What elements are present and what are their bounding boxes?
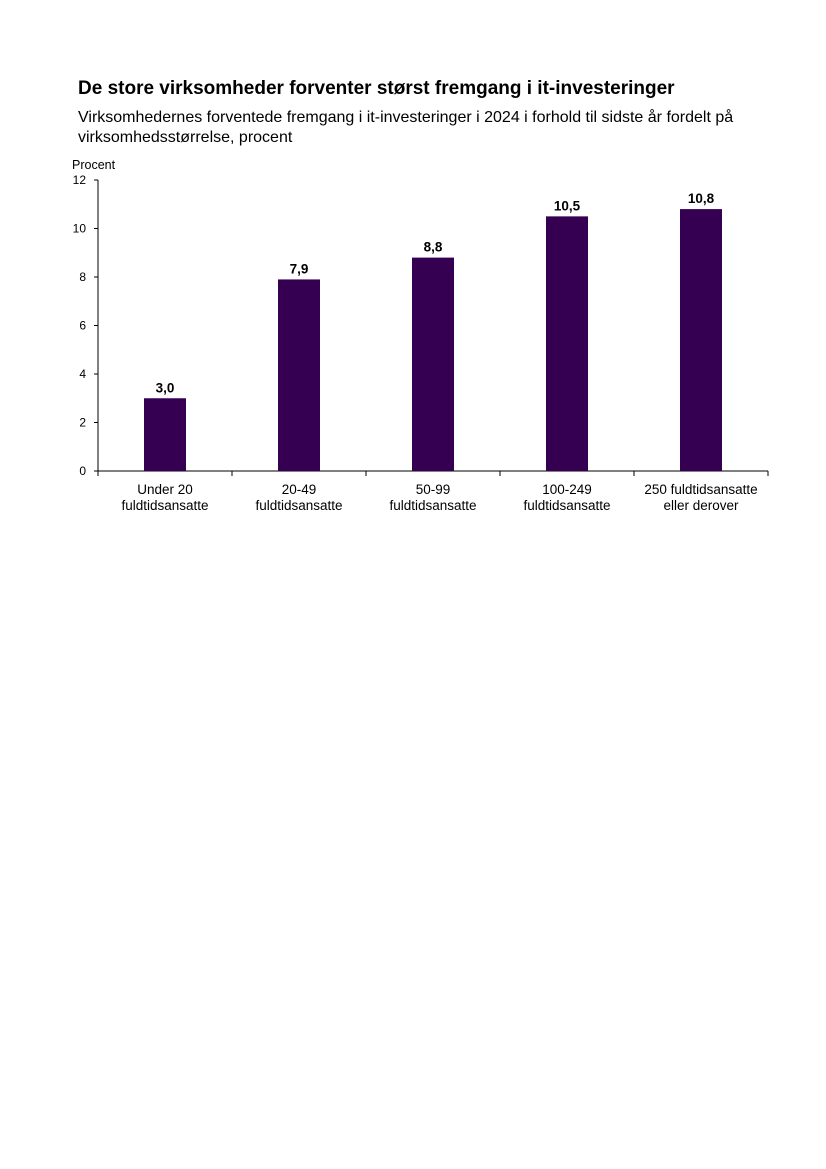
y-tick-label: 12 [73, 173, 87, 187]
bar-chart: Procent 0 2 4 6 8 10 12 3,0 7,9 8,8 10,5 10,8 Unde… [72, 158, 769, 513]
y-axis: 0 2 4 6 8 10 12 [73, 173, 99, 478]
category-label: 100-249 fuldtidsansatte [523, 482, 610, 513]
y-tick-label: 0 [79, 464, 86, 478]
category-label: 250 fuldtidsansatte eller derover [644, 482, 757, 513]
category-label: Under 20 fuldtidsansatte [121, 482, 208, 513]
bar [680, 209, 722, 471]
bar [412, 257, 454, 471]
category-label: 20-49 fuldtidsansatte [255, 482, 342, 513]
y-tick-label: 10 [73, 222, 87, 236]
y-tick-label: 6 [79, 319, 86, 333]
x-axis [97, 470, 769, 476]
y-tick-label: 8 [79, 270, 86, 284]
chart-subtitle: Virksomhedernes forventede fremgang i it… [78, 109, 734, 146]
bar [144, 398, 186, 471]
y-tick-label: 4 [79, 367, 86, 381]
bar-data-label: 3,0 [156, 380, 175, 395]
category-label: 50-99 fuldtidsansatte [389, 482, 476, 513]
chart-title: De store virksomheder forventer størst f… [78, 78, 675, 99]
bar-data-label: 10,8 [688, 191, 715, 206]
bar-data-label: 10,5 [554, 198, 581, 213]
bars [144, 209, 722, 471]
bar [546, 216, 588, 471]
y-tick-label: 2 [79, 416, 86, 430]
category-labels: Under 20 fuldtidsansatte 20-49 fuldtidsansa… [121, 482, 757, 513]
y-axis-unit-label: Procent [72, 158, 116, 172]
bar-data-label: 7,9 [290, 261, 309, 276]
data-labels: 3,0 7,9 8,8 10,5 10,8 [156, 191, 715, 395]
bar [278, 279, 320, 471]
bar-data-label: 8,8 [424, 240, 443, 255]
